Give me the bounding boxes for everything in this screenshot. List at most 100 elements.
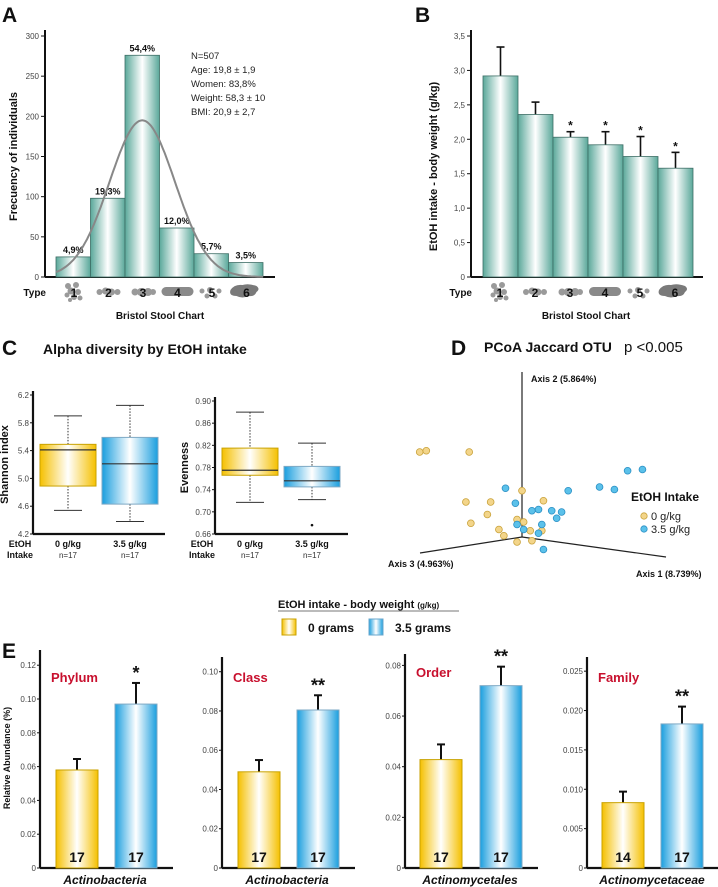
bar: [124, 54, 160, 278]
scatter-point: [557, 508, 566, 516]
stool-blob: [204, 293, 210, 299]
bar-n-label: 17: [674, 849, 690, 865]
y-tick-label: 5.8: [18, 419, 30, 428]
panel-d-pvalue: p <0.005: [624, 339, 683, 356]
bar-n-label: 17: [251, 849, 267, 865]
stool-blob: [632, 293, 638, 299]
x-header: Intake: [189, 550, 215, 560]
stool-blob: [108, 288, 115, 296]
taxonomic-level-label: Family: [598, 670, 640, 685]
y-tick-label: 0.70: [195, 508, 211, 517]
scatter-point: [595, 483, 604, 491]
y-tick-label: 0: [461, 273, 466, 282]
stool-shape: [161, 287, 194, 296]
group-n: n=17: [241, 551, 260, 560]
group-label: 0 g/kg: [55, 539, 81, 549]
legend-marker: [640, 525, 648, 533]
y-tick-label: 2,5: [454, 101, 466, 110]
y-tick-label: 3,5: [454, 32, 466, 41]
group-label: 3.5 g/kg: [295, 539, 329, 549]
bar: [479, 685, 523, 869]
box: [221, 447, 279, 476]
x-axis-title: Bristol Stool Chart: [542, 311, 631, 322]
bar: [114, 703, 158, 869]
y-tick-label: 0.06: [202, 746, 218, 755]
subplot-family: 0 0.005 0.010 0.015 0.020 0.025 14 17 ** Family Ac…: [563, 657, 718, 887]
bar: [296, 709, 340, 869]
scatter-point: [422, 446, 431, 455]
stool-blob: [77, 295, 83, 301]
scatter-point: [526, 526, 535, 535]
legend-label-35g: 3.5 grams: [395, 621, 451, 635]
stool-type-2-icon: 2: [523, 286, 547, 300]
bar: [622, 156, 659, 278]
significance-stars: **: [311, 675, 325, 695]
stool-blob: [71, 294, 77, 300]
bar-data-label: 4,9%: [63, 245, 84, 255]
annotation-line: BMI: 20,9 ± 2,7: [191, 107, 255, 118]
y-tick-label: 250: [26, 72, 40, 81]
legend-marker: [640, 512, 648, 520]
stool-blob: [644, 288, 650, 294]
y-tick-label: 4.6: [18, 502, 30, 511]
stool-blob: [150, 289, 156, 295]
stool-blob: [131, 288, 139, 296]
axis-3-line: [419, 536, 523, 554]
y-tick-label: 0: [35, 273, 40, 282]
stool-blob: [212, 293, 218, 299]
scatter-point: [528, 506, 536, 515]
y-tick-label: 0: [397, 864, 402, 873]
axis-3-label: Axis 3 (4.963%): [388, 559, 454, 569]
x-header: EtOH: [9, 539, 32, 549]
panel-d-pcoa-scatter: Axis 2 (5.864%) Axis 3 (4.963%) Axis 1 (8.…: [388, 372, 702, 579]
stool-blob: [199, 288, 205, 294]
scatter-point: [513, 520, 521, 529]
significance-stars: *: [132, 663, 139, 683]
stool-type-number: 4: [602, 286, 609, 300]
stool-blob: [102, 287, 109, 295]
bar-data-label: 19,3%: [95, 186, 121, 196]
bar: [517, 114, 554, 278]
stool-type-1-icon: 1: [64, 282, 83, 302]
y-tick-label: 0.74: [195, 486, 211, 495]
scatter-point: [483, 510, 492, 519]
bar: [90, 197, 126, 278]
group-n: n=17: [121, 551, 140, 560]
stool-blob: [571, 288, 579, 296]
significance-star: *: [673, 139, 678, 153]
y-axis-title: Frecuency of individuals: [8, 92, 20, 221]
stool-type-number: 6: [243, 286, 250, 300]
scatter-point: [501, 484, 510, 493]
y-tick-label: 0: [579, 864, 584, 873]
scatter-point: [513, 538, 521, 546]
stool-blob: [64, 292, 70, 298]
stool-type-number: 1: [497, 286, 504, 300]
scatter-point: [511, 499, 520, 508]
legend-label: 0 g/kg: [651, 511, 681, 523]
panel-letter-a: A: [2, 4, 17, 27]
legend-label-0g: 0 grams: [308, 621, 354, 635]
y-tick-label: 0.015: [563, 746, 584, 755]
stool-blob: [497, 294, 503, 300]
stool-blob: [114, 289, 121, 295]
y-tick-label: 2,0: [454, 135, 466, 144]
subplot-phylum: 0 0.02 0.04 0.06 0.08 0.10 0.12 17 17 * Phylum Acti…: [20, 650, 173, 887]
axis-2-label: Axis 2 (5.864%): [531, 374, 597, 384]
stool-shape: [230, 284, 259, 298]
scatter-point: [528, 536, 536, 545]
scatter-point: [500, 531, 508, 540]
bar: [159, 227, 195, 278]
stool-blob: [534, 288, 542, 296]
scatter-point: [623, 466, 632, 475]
y-tick-label: 0.08: [385, 661, 401, 670]
y-tick-label: 0.02: [202, 825, 218, 834]
y-tick-label: 0.06: [385, 712, 401, 721]
stool-type-number: 3: [140, 286, 147, 300]
scatter-point: [534, 505, 543, 514]
stool-blob: [207, 287, 213, 293]
scatter-point: [462, 498, 470, 506]
taxon-name: Actinobacteria: [62, 873, 147, 887]
y-tick-label: 0.08: [20, 729, 36, 738]
bar: [193, 253, 229, 278]
bar: [657, 167, 694, 278]
